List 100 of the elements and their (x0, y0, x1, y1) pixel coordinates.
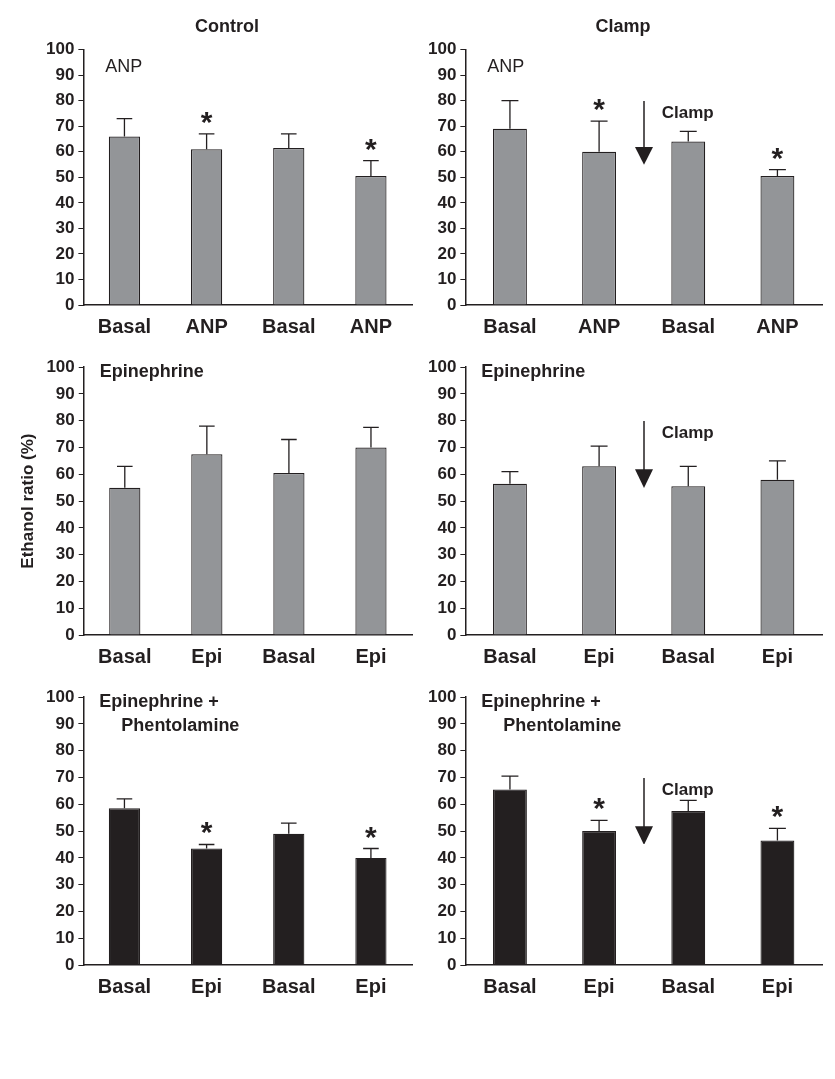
y-tick-label: 50 (437, 490, 457, 510)
data-label: * (771, 140, 784, 174)
annotation: Clamp (661, 422, 714, 442)
y-tick-label: 0 (446, 624, 457, 644)
y-tick-label: 80 (437, 90, 457, 110)
y-tick-label: 20 (437, 243, 457, 263)
y-axis-title: Ethanol ratio (%) (17, 433, 37, 569)
y-tick-label: 50 (55, 820, 75, 840)
chart-title: Clamp (595, 15, 651, 36)
y-tick-label: 20 (55, 901, 75, 921)
x-tick-label: ANP (756, 314, 799, 337)
y-tick-label: 40 (55, 517, 75, 537)
x-tick-label: ANP (577, 314, 621, 337)
y-tick-label: 100 (427, 686, 457, 706)
x-tick-label: Basal (262, 974, 316, 997)
y-tick-label: 90 (55, 64, 75, 84)
x-tick-label: ANP (349, 314, 393, 337)
y-tick-label: 50 (55, 490, 75, 510)
chart-subtitle: Epinephrine (481, 361, 586, 382)
x-tick-label: Epi (191, 974, 223, 997)
y-tick-label: 60 (437, 141, 457, 161)
y-tick-label: 10 (437, 269, 457, 289)
y-tick-label: 30 (55, 544, 75, 564)
data-label: * (593, 92, 606, 126)
x-tick-label: Basal (262, 314, 316, 337)
y-tick-label: 0 (65, 624, 75, 644)
y-tick-label: 10 (55, 269, 75, 289)
y-tick-label: 10 (437, 597, 457, 617)
chart-subtitle: Epinephrine + Phentolamine (99, 691, 240, 736)
x-tick-label: Epi (583, 974, 615, 997)
x-tick-label: Basal (483, 314, 537, 337)
y-tick-label: 70 (437, 115, 457, 135)
x-tick-label: Basal (97, 314, 152, 337)
x-tick-label: Basal (661, 314, 715, 337)
y-tick-label: 100 (427, 39, 457, 59)
chart-subtitle: Epinephrine + Phentolamine (481, 691, 622, 736)
y-tick-label: 30 (437, 218, 457, 238)
y-tick-label: 60 (55, 464, 75, 484)
y-tick-label: 20 (437, 571, 457, 591)
y-tick-label: 0 (446, 294, 457, 314)
y-tick-label: 100 (45, 686, 75, 706)
y-tick-label: 40 (437, 847, 457, 867)
chart-title: Control (195, 15, 259, 36)
y-tick-label: 80 (437, 740, 457, 760)
data-label: * (365, 131, 378, 165)
y-tick-label: 60 (55, 794, 75, 814)
y-tick-label: 20 (55, 243, 75, 263)
y-tick-label: 30 (55, 874, 75, 894)
y-tick-label: 70 (437, 437, 457, 457)
y-tick-label: 60 (437, 464, 457, 484)
y-tick-label: 80 (55, 740, 75, 760)
x-tick-label: Basal (483, 644, 537, 667)
x-tick-label: Basal (661, 974, 715, 997)
y-tick-label: 0 (64, 294, 75, 314)
y-tick-label: 90 (437, 64, 457, 84)
y-tick-label: 40 (437, 192, 457, 212)
y-tick-label: 0 (64, 954, 75, 974)
y-tick-label: 0 (446, 954, 457, 974)
x-tick-label: Epi (761, 644, 793, 667)
y-tick-label: 70 (55, 115, 75, 135)
x-tick-label: Epi (355, 644, 387, 667)
x-tick-label: Basal (98, 644, 152, 667)
x-tick-label: ANP (185, 314, 228, 337)
y-tick-label: 30 (55, 218, 75, 238)
y-tick-label: 80 (437, 410, 457, 430)
y-tick-label: 90 (437, 383, 457, 403)
y-tick-label: 80 (55, 410, 75, 430)
data-label: * (200, 815, 213, 849)
y-tick-label: 100 (45, 39, 75, 59)
y-tick-label: 50 (437, 166, 457, 186)
y-tick-label: 100 (427, 356, 457, 376)
x-tick-label: Epi (355, 974, 387, 997)
y-tick-label: 40 (55, 847, 75, 867)
x-tick-label: Basal (262, 644, 316, 667)
y-tick-label: 30 (437, 874, 457, 894)
data-label: * (593, 791, 606, 825)
y-tick-label: 70 (437, 767, 457, 787)
y-tick-label: 90 (55, 713, 75, 733)
x-tick-label: Basal (97, 974, 152, 997)
y-tick-label: 20 (55, 571, 75, 591)
x-tick-label: Epi (761, 974, 793, 997)
y-tick-label: 40 (437, 517, 457, 537)
chart-subtitle: ANP (105, 55, 143, 76)
chart-subtitle: Epinephrine (99, 361, 204, 382)
y-tick-label: 70 (55, 767, 75, 787)
y-tick-label: 90 (437, 713, 457, 733)
data-label: * (771, 799, 784, 833)
y-tick-label: 10 (55, 597, 75, 617)
y-tick-label: 60 (437, 794, 457, 814)
y-tick-label: 30 (437, 544, 457, 564)
x-tick-label: Basal (483, 974, 537, 997)
annotation: Clamp (661, 779, 714, 799)
y-tick-label: 60 (55, 141, 75, 161)
y-tick-label: 40 (55, 192, 75, 212)
x-tick-label: Epi (583, 644, 615, 667)
y-tick-label: 20 (437, 901, 457, 921)
y-tick-label: 50 (55, 166, 75, 186)
y-tick-label: 70 (55, 437, 75, 457)
annotation: Clamp (661, 102, 714, 122)
x-tick-label: Basal (661, 644, 715, 667)
